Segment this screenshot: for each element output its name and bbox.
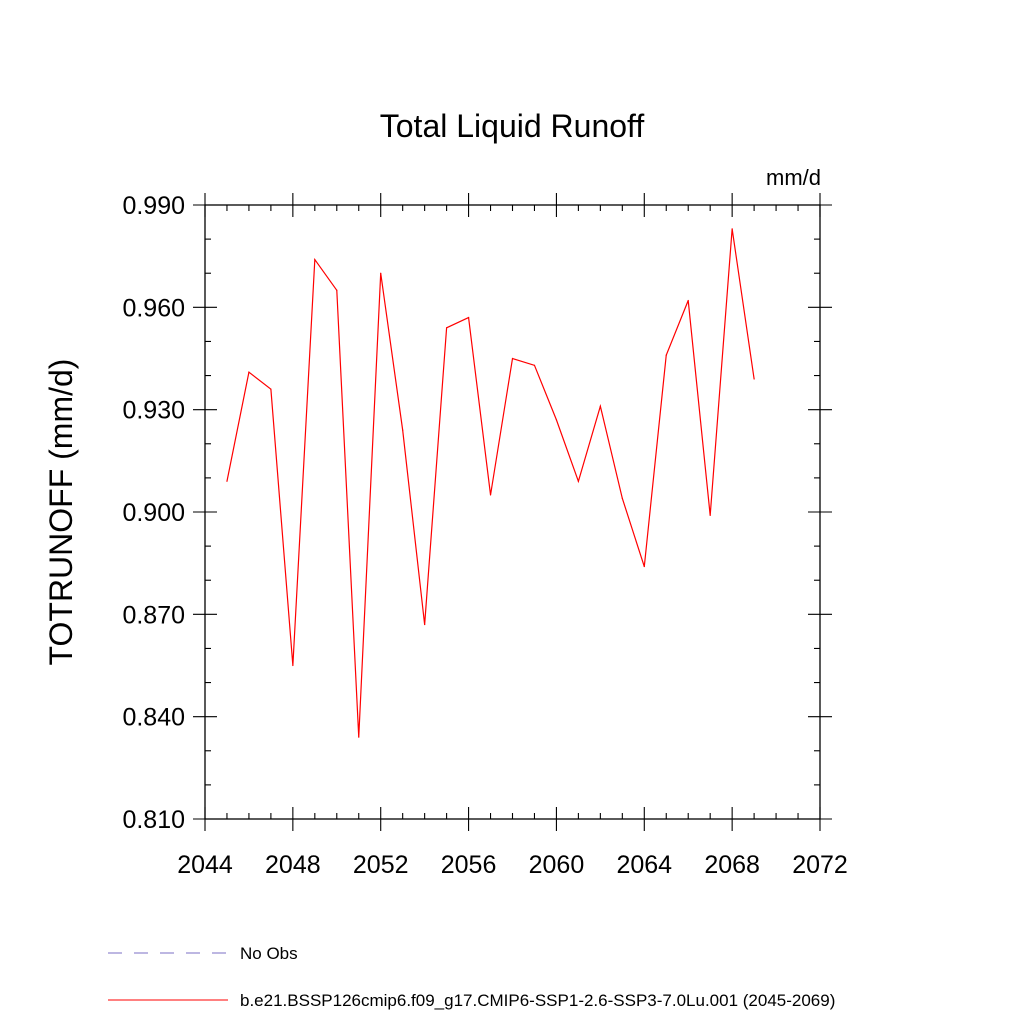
x-tick-label: 2048 <box>265 851 321 879</box>
data-point <box>402 429 404 431</box>
data-point <box>489 494 492 496</box>
x-tick-label: 2060 <box>529 851 585 879</box>
data-point <box>270 388 272 390</box>
series-line-runoff <box>226 228 755 738</box>
y-tick-label: 0.900 <box>122 499 185 527</box>
data-point <box>248 371 250 373</box>
data-point <box>336 289 338 291</box>
data-point <box>709 514 711 517</box>
y-tick-label: 0.810 <box>122 806 185 834</box>
y-tick-label: 0.930 <box>122 397 185 425</box>
data-point <box>424 623 426 626</box>
data-point <box>511 357 514 360</box>
data-point <box>643 565 645 568</box>
axis-tick-labels: 2044 2048 2052 2056 2060 2064 2068 2072 0.810 0.8… <box>122 192 847 879</box>
x-tick-label: 2064 <box>616 851 672 879</box>
x-tick-label: 2072 <box>792 851 848 879</box>
y-tick-label: 0.870 <box>122 601 185 629</box>
data-point <box>665 354 667 356</box>
chart-title: Total Liquid Runoff <box>380 108 645 144</box>
legend-label: b.e21.BSSP126cmip6.f09_g17.CMIP6-SSP1-2.… <box>240 991 835 1010</box>
data-point <box>621 497 623 499</box>
x-tick-label: 2068 <box>704 851 760 879</box>
data-point <box>358 736 360 738</box>
data-point <box>533 364 536 366</box>
data-point <box>577 480 579 482</box>
plot-frame <box>204 204 821 820</box>
y-tick-label: 0.840 <box>122 704 185 732</box>
data-point <box>467 316 470 319</box>
legend-label: No Obs <box>240 944 298 963</box>
x-tick-label: 2044 <box>177 851 233 879</box>
y-tick-label: 0.990 <box>122 192 185 220</box>
data-point <box>599 405 601 407</box>
data-point <box>555 419 558 421</box>
units-label: mm/d <box>766 165 821 190</box>
data-point <box>731 228 733 230</box>
data-point <box>446 327 448 329</box>
y-tick-label: 0.960 <box>122 294 185 322</box>
data-point <box>753 378 755 380</box>
y-axis-label: TOTRUNOFF (mm/d) <box>43 359 79 666</box>
data-point <box>687 299 689 302</box>
axis-ticks <box>193 193 832 831</box>
data-point <box>380 272 382 274</box>
data-point <box>314 258 316 261</box>
x-tick-label: 2056 <box>441 851 497 879</box>
legend: No Obs b.e21.BSSP126cmip6.f09_g17.CMIP6-S… <box>108 944 835 1010</box>
x-tick-label: 2052 <box>353 851 409 879</box>
data-point <box>292 664 294 667</box>
data-point <box>226 480 228 482</box>
